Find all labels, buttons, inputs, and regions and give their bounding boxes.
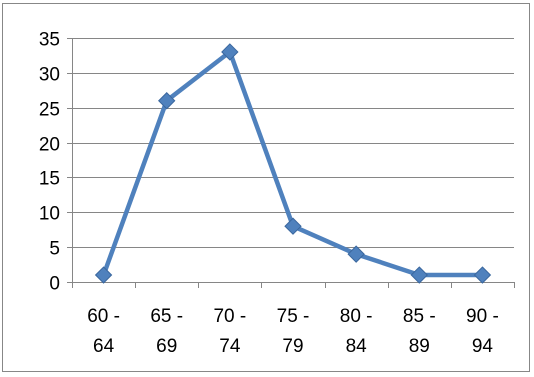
y-tick-label: 25 [39,100,60,121]
x-tick-label: 65 - [150,306,183,327]
data-series [94,43,492,284]
y-tick-label: 35 [39,30,60,51]
data-point-80-84 [347,245,365,263]
x-tick-label: 89 [409,336,430,357]
x-tick-label: 74 [219,336,241,357]
gridlines [72,38,514,248]
y-tick-label: 20 [39,135,60,156]
axes [67,38,515,288]
x-tick-label: 84 [346,336,368,357]
y-tick-label: 15 [39,169,60,190]
x-tick-label: 64 [93,336,115,357]
data-point-85-89 [410,266,428,284]
y-tick-label: 5 [49,239,60,260]
x-tick-label: 60 - [87,306,120,327]
y-tick-label: 30 [39,65,60,86]
data-point-60-64 [94,266,113,284]
data-point-70-74 [221,43,239,61]
x-tick-label: 90 - [466,306,499,327]
data-point-65-69 [158,92,176,110]
y-axis-tick-labels: 0 5 10 15 20 25 30 35 [39,30,60,295]
x-tick-label: 80 - [340,306,373,327]
data-point-75-79 [284,217,302,235]
y-tick-label: 10 [39,204,60,225]
x-tick-label: 85 - [403,306,436,327]
x-tick-label: 69 [156,336,177,357]
series-line [101,49,485,278]
x-axis-tick-labels: 60 - 64 65 - 69 70 - 74 75 - 79 80 - 84 85 - 89 90 -… [87,306,499,357]
x-tick-label: 94 [472,336,494,357]
x-tick-label: 75 - [277,306,310,327]
y-tick-label: 0 [49,274,60,295]
x-tick-label: 70 - [213,306,246,327]
x-tick-label: 79 [282,336,303,357]
data-point-90-94 [473,266,492,284]
chart-frame [2,3,530,372]
